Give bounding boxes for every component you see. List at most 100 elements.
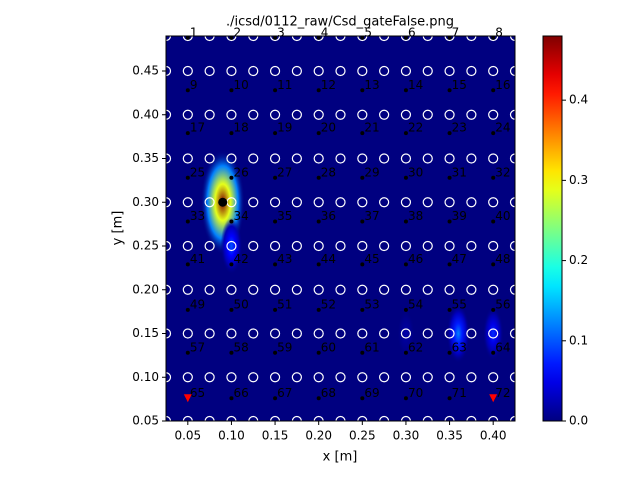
- sensor-label: 26: [233, 165, 248, 179]
- x-tick-label: 0.15: [262, 429, 289, 443]
- electrode-circle: [313, 240, 324, 252]
- electrode-circle: [204, 109, 215, 120]
- sensor-label: 56: [495, 297, 510, 311]
- electrode-circle: [269, 197, 281, 208]
- electrode-circle: [226, 328, 237, 339]
- electrode-circle: [313, 328, 324, 339]
- electrode-circle: [466, 153, 477, 164]
- sensor-dot: [403, 88, 408, 93]
- sensor-dot: [273, 262, 278, 267]
- electrode-circle: [313, 65, 324, 77]
- sensor-dot: [316, 175, 321, 180]
- electrode-circle: [444, 240, 455, 252]
- electrode-circle: [248, 284, 259, 295]
- sensor-dot: [316, 350, 321, 355]
- electrode-circle: [379, 240, 390, 252]
- electrode-circle: [400, 415, 412, 421]
- sensor-label: 14: [408, 78, 423, 92]
- electrode-circle: [422, 328, 433, 339]
- electrode-circle: [422, 284, 433, 295]
- sensor-label: 35: [277, 209, 292, 223]
- sensor-dot: [316, 35, 321, 40]
- y-tick-label: 0.40: [132, 107, 159, 121]
- electrode-circle: [335, 284, 346, 295]
- sensor-label: 13: [364, 78, 379, 92]
- x-tick-label: 0.40: [480, 429, 507, 443]
- electrode-circle: [488, 153, 499, 164]
- electrode-circle: [422, 372, 433, 383]
- sensor-dot: [447, 350, 452, 355]
- sensor-dot: [273, 350, 278, 355]
- electrode-circle: [444, 197, 455, 208]
- sensor-label: 39: [452, 209, 467, 223]
- sensor-label: 61: [364, 340, 379, 354]
- electrode-circle: [357, 240, 368, 252]
- electrode-circle: [444, 328, 455, 339]
- sensor-dot: [185, 88, 190, 93]
- electrode-circle: [166, 240, 172, 252]
- sensor-dot: [403, 396, 408, 401]
- sensor-dot: [491, 350, 496, 355]
- sensor-dot: [403, 35, 408, 40]
- electrode-circle: [248, 65, 259, 77]
- sensor-dot: [229, 307, 234, 312]
- y-tick-label: 0.30: [132, 195, 159, 209]
- electrode-circle: [335, 109, 346, 120]
- electrode-circle: [166, 109, 172, 120]
- x-tick-label: 0.05: [174, 429, 201, 443]
- sensor-dot: [229, 175, 234, 180]
- sensor-label: 70: [408, 386, 423, 400]
- sensor-dot: [403, 262, 408, 267]
- electrode-circle: [313, 36, 324, 42]
- electrode-circle: [335, 153, 346, 164]
- electrode-circle: [291, 240, 302, 252]
- hotspot: [397, 310, 415, 357]
- sensor-label: 46: [408, 252, 423, 266]
- sensor-label: 55: [452, 297, 467, 311]
- sensor-label: 23: [452, 121, 467, 135]
- sensor-label: 36: [321, 209, 336, 223]
- electrode-circle: [248, 328, 259, 339]
- electrode-circle: [335, 415, 346, 421]
- sensor-dot: [491, 88, 496, 93]
- sensor-dot: [185, 35, 190, 40]
- sensor-label: 43: [277, 252, 292, 266]
- electrode-circle: [313, 372, 324, 383]
- sensor-dot: [316, 307, 321, 312]
- sensor-label: 57: [190, 340, 205, 354]
- sensor-dot: [316, 131, 321, 136]
- electrode-circle: [182, 284, 193, 295]
- electrode-circle: [291, 328, 302, 339]
- sensor-label: 69: [364, 386, 379, 400]
- sensor-label: 21: [364, 121, 379, 135]
- electrode-circle: [379, 36, 390, 42]
- y-tick-label: 0.05: [132, 414, 159, 428]
- electrode-circle: [182, 328, 193, 339]
- electrode-circle: [182, 372, 193, 383]
- electrode-circle: [269, 65, 281, 77]
- electrode-circle: [400, 328, 412, 339]
- colorbar-tick-label: 0.1: [569, 333, 588, 347]
- red-marker: [489, 394, 498, 403]
- sensor-label: 27: [277, 165, 292, 179]
- sensor-label: 40: [495, 209, 510, 223]
- sensor-dot: [447, 307, 452, 312]
- sensor-dot: [360, 262, 365, 267]
- sensor-label: 66: [233, 386, 248, 400]
- electrode-circle: [379, 65, 390, 77]
- electrode-circle: [166, 372, 172, 383]
- sensor-label: 60: [321, 340, 336, 354]
- electrode-circle: [466, 372, 477, 383]
- sensor-dot: [273, 175, 278, 180]
- sensor-label: 12: [321, 78, 336, 92]
- sensor-label: 33: [190, 209, 205, 223]
- sensor-dot: [360, 219, 365, 224]
- sensor-label: 71: [452, 386, 467, 400]
- sensor-label: 10: [233, 78, 248, 92]
- sensor-label: 52: [321, 297, 336, 311]
- sensor-label: 38: [408, 209, 423, 223]
- sensor-label: 48: [495, 252, 510, 266]
- sensor-label: 49: [190, 297, 205, 311]
- electrode-circle: [400, 372, 412, 383]
- sensor-label: 67: [277, 386, 292, 400]
